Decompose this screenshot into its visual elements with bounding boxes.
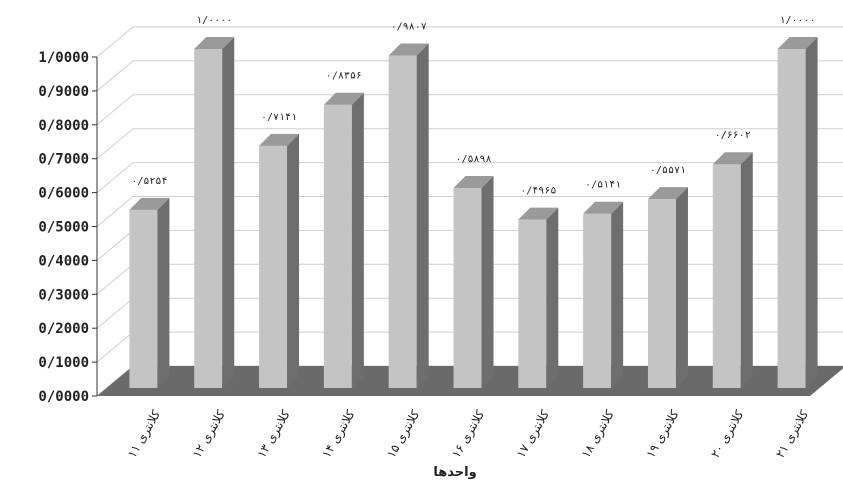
x-tick-label: کلانتری ۱۳ [254, 407, 293, 460]
bar-top [194, 37, 235, 49]
bar-top [712, 152, 753, 165]
y-tick-label: 0/6000 [38, 186, 89, 202]
data-label: ۰/۹۸۰۷ [391, 22, 427, 33]
bar [777, 37, 818, 388]
gridline-depth [96, 162, 134, 193]
bar [259, 133, 300, 388]
gridline-depth [96, 94, 134, 126]
y-tick-label: 0/0000 [38, 389, 89, 405]
bar-front [323, 104, 352, 388]
bar-side [546, 207, 559, 388]
y-tick-label: 1/0000 [38, 50, 89, 66]
data-label: ۰/۸۳۵۶ [326, 71, 362, 82]
bar [194, 37, 235, 388]
data-label: ۰/۶۶۰۲ [715, 130, 751, 141]
bar-side [611, 201, 624, 388]
data-label: ۰/۵۵۷۱ [650, 165, 686, 176]
bar [388, 43, 429, 389]
bar [647, 187, 688, 388]
x-tick-label: کلانتری ۱۵ [384, 407, 423, 460]
bar-front [129, 209, 158, 388]
x-tick-label: کلانتری ۲۰ [708, 407, 747, 460]
gridline-depth [96, 297, 134, 329]
y-tick-label: 0/2000 [38, 321, 89, 337]
y-tick-label: 0/7000 [38, 152, 89, 168]
bar-side [416, 43, 429, 389]
bar-top [518, 207, 559, 220]
x-tick-label: کلانتری ۱۸ [578, 407, 617, 460]
bar-side [740, 152, 753, 388]
gridline-depth [96, 196, 134, 227]
bar [518, 207, 559, 388]
bar-front [194, 49, 223, 388]
gridline-depth [96, 128, 134, 160]
gridline-depth [96, 230, 134, 261]
x-axis-title: واحدها [433, 465, 476, 480]
y-tick-label: 0/3000 [38, 287, 89, 303]
x-tick-label: کلانتری ۱۹ [643, 407, 682, 460]
x-tick-label: کلانتری ۱۱ [125, 407, 164, 460]
x-tick-labels: کلانتری ۱۱ کلانتری ۱۲ کلانتری ۱۳ کلانتری ۱۴… [125, 407, 813, 460]
bar-front [712, 164, 741, 388]
bar-top [129, 197, 170, 210]
bar-top [453, 176, 494, 189]
bar-front [647, 199, 676, 388]
bar-side [481, 176, 494, 388]
data-label: ۰/۵۸۹۸ [455, 154, 491, 165]
gridline-depth [96, 263, 134, 295]
data-label: ۰/۵۱۴۱ [585, 180, 621, 191]
gridline-depth [96, 331, 134, 363]
data-labels: ۰/۵۲۵۴ ۱/۰۰۰۰ ۰/۷۱۴۱ ۰/۸۳۵۶ ۰/۹۸۰۷ ۰/۵۸۹۸ ۰/۴۹… [131, 15, 815, 197]
data-label: ۱/۰۰۰۰ [196, 15, 232, 26]
bar [323, 92, 364, 388]
bar [453, 176, 494, 388]
bar-top [647, 187, 688, 200]
bar-side [351, 92, 364, 388]
y-tick-label: 0/9000 [38, 84, 89, 100]
bar-side [805, 37, 818, 388]
y-tick-label: 0/4000 [38, 253, 89, 269]
bar-top [583, 201, 624, 214]
x-tick-label: کلانتری ۲۱ [773, 407, 812, 460]
data-label: ۱/۰۰۰۰ [780, 15, 816, 26]
bar-side [287, 133, 300, 388]
bar-side [222, 37, 235, 388]
bar [583, 201, 624, 388]
bar-top [777, 37, 818, 49]
x-tick-label: کلانتری ۱۶ [449, 407, 488, 460]
gridline-depth [96, 26, 134, 58]
bar-front [777, 49, 806, 388]
bar-front [583, 213, 612, 388]
gridline-depth [96, 60, 134, 92]
data-label: ۰/۷۱۴۱ [261, 112, 297, 123]
bar-side [675, 187, 688, 388]
bar-front [388, 55, 417, 389]
bar-top [259, 133, 300, 146]
bar-front [259, 145, 288, 388]
x-tick-label: کلانتری ۱۲ [190, 407, 229, 460]
x-tick-label: کلانتری ۱۴ [319, 407, 358, 460]
x-tick-label: کلانتری ۱۷ [514, 407, 553, 460]
data-label: ۰/۵۲۵۴ [131, 176, 167, 187]
bar-front [518, 219, 547, 388]
bar [712, 152, 753, 388]
bar [129, 197, 170, 388]
y-axis: 0/0000 0/1000 0/2000 0/3000 0/4000 0/5000 0/60… [38, 50, 98, 405]
bar-front [453, 188, 482, 388]
y-tick-label: 0/8000 [38, 118, 89, 134]
bars [129, 37, 818, 389]
bar-top [323, 92, 364, 105]
y-tick-label: 0/1000 [38, 355, 89, 371]
bar-side [157, 197, 170, 388]
data-label: ۰/۴۹۶۵ [520, 186, 556, 197]
y-tick-label: 0/5000 [38, 220, 89, 236]
bar-top [388, 43, 429, 56]
